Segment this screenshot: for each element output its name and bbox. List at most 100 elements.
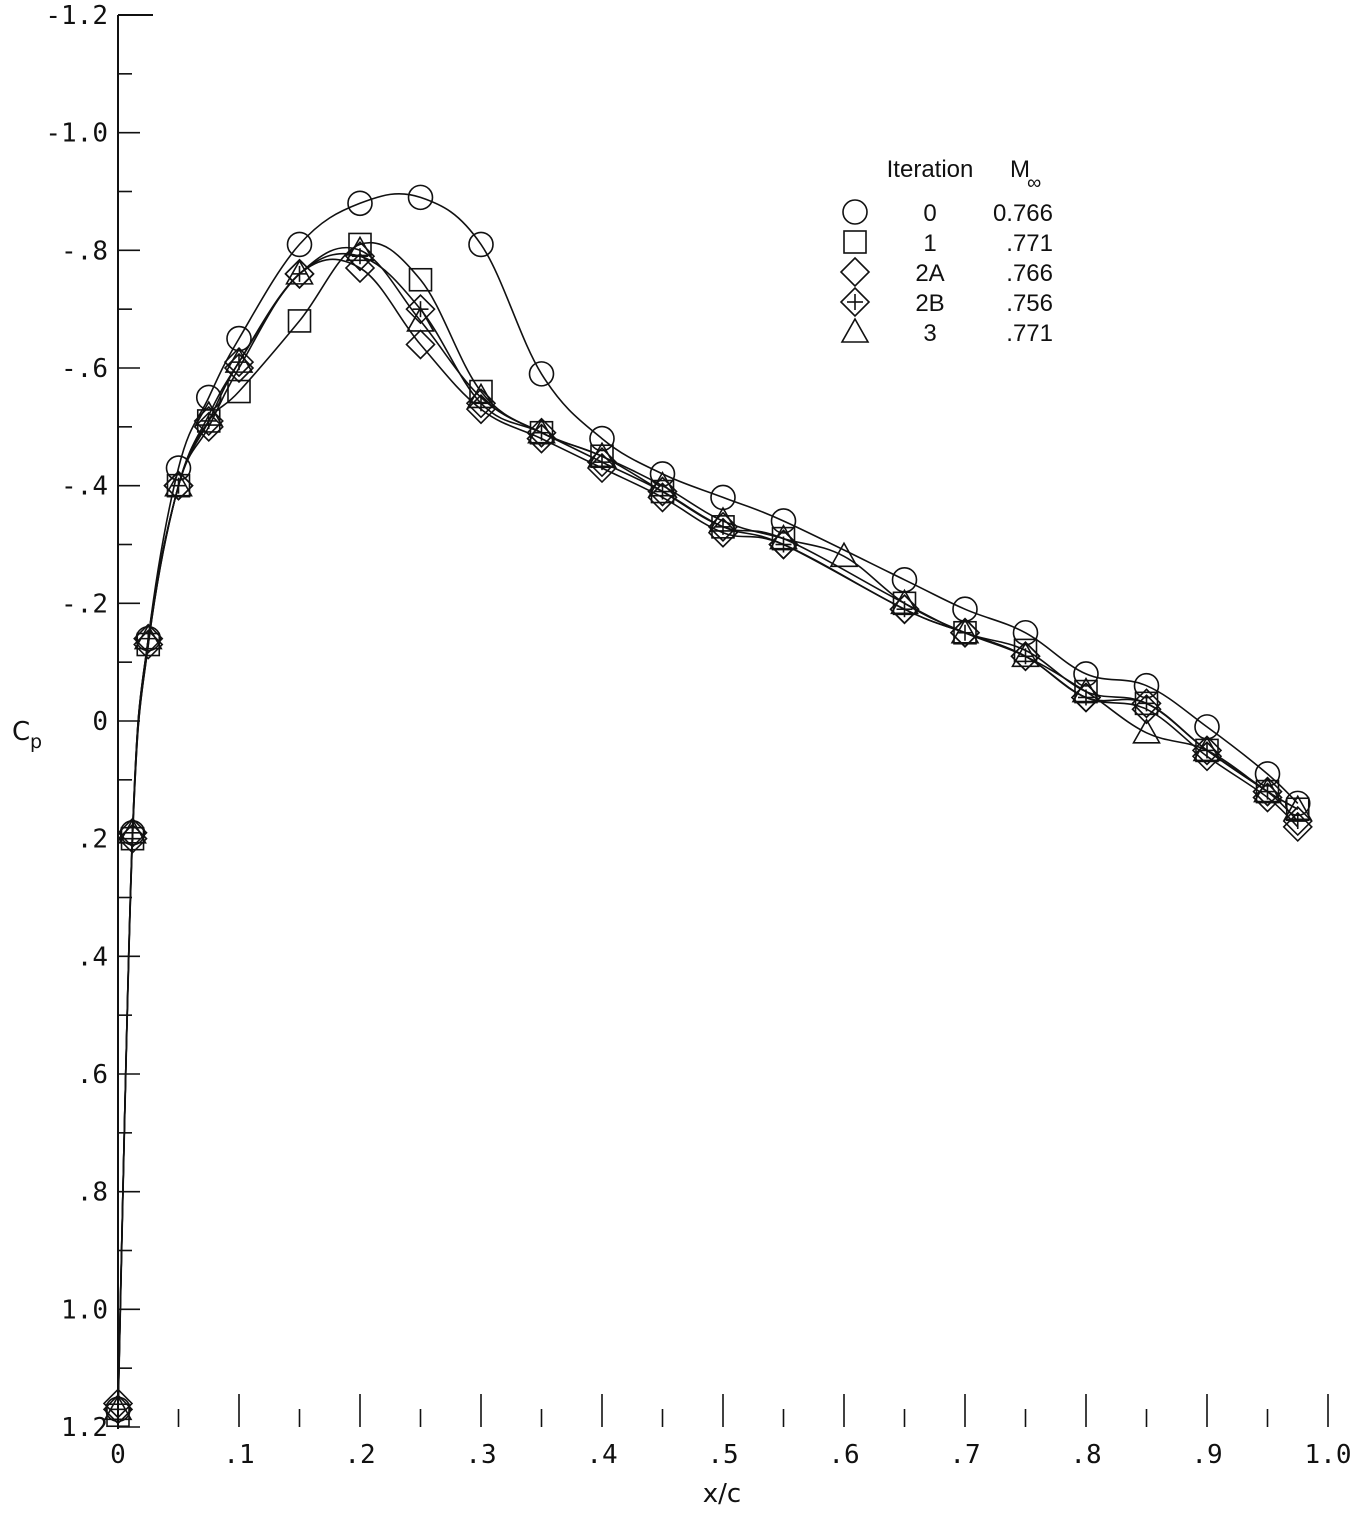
legend-entry-2a: 2A .766 [839,256,1053,288]
y-tick-label: .8 [77,1178,108,1208]
series-line-1 [117,241,1299,1416]
data-point-3 [769,523,798,550]
legend-entry-2b: 2B .756 [839,286,1053,318]
data-point-3 [118,818,147,844]
data-point-2b [889,594,920,625]
legend-iteration-label: 2A [915,260,944,287]
data-point-2b [1191,735,1223,766]
data-point-2b [707,511,739,542]
data-point-3 [194,400,224,426]
y-tick-label: 1.0 [61,1295,108,1325]
y-tick-label: -.8 [61,236,108,266]
data-point-2a [1252,782,1283,813]
data-point-2b [163,470,194,501]
series-line-2b [117,252,1299,1410]
data-point-2b [586,447,618,478]
data-point-3 [466,382,496,409]
legend-marker-0 [842,199,868,225]
y-axis-title: C p [12,717,42,753]
x-tick-label: 1.0 [1305,1440,1352,1470]
y-tick-label: -1.0 [45,119,108,149]
x-tick-label: .6 [828,1440,859,1470]
data-point-2b [405,294,436,325]
data-point-2b [193,405,224,437]
data-point-3 [527,418,556,444]
data-point-0 [1073,661,1099,687]
x-tick-label: .4 [586,1440,617,1470]
legend-mach-label: .771 [1006,320,1053,347]
legend-marker-1 [843,230,867,254]
data-point-2a [707,517,739,548]
data-point-2a [1282,811,1313,843]
legend-entry-0: 0 0.766 [842,199,1053,227]
data-point-2b [647,476,678,507]
series-markers [102,184,1313,1428]
legend-header-mach: M ∞ [1010,156,1041,194]
data-point-2a [647,482,678,513]
legend-marker-2b [839,286,871,318]
data-point-1 [166,473,191,498]
data-point-2a [344,252,376,284]
x-tick-label: .9 [1191,1440,1222,1470]
data-point-2b [1131,688,1162,719]
data-point-2b [102,1394,134,1425]
data-point-2a [465,394,497,425]
series-points-2b [102,241,1313,1425]
legend-iteration-label: 0 [923,200,936,227]
data-point-3 [1283,794,1313,821]
y-tick-label: .2 [77,825,108,855]
series-curves [117,192,1299,1416]
y-tick-label: 1.2 [61,1413,108,1443]
data-point-0 [347,190,373,217]
legend-mach-label: 0.766 [993,200,1053,227]
data-point-2a [1191,741,1223,772]
y-tick-label: .4 [77,942,108,972]
data-point-3 [587,441,617,468]
data-point-2a [193,411,224,442]
tick-labels: -1.2-1.0-.8-.6-.4-.20.2.4.6.81.01.20.1.2… [45,1,1351,1470]
data-point-3 [345,235,375,262]
legend-marker-2a [839,256,871,288]
data-point-3 [1011,641,1040,668]
data-point-3 [708,506,738,532]
data-point-2a [1131,694,1162,725]
data-point-2b [526,417,557,448]
legend-mach-label: .756 [1006,290,1053,317]
tick-marks [117,14,1329,1428]
data-point-2b [223,346,255,378]
data-point-2b [1282,805,1313,837]
x-tick-label: .2 [344,1440,375,1470]
series-points-1 [106,232,1310,1428]
data-point-3 [1192,735,1222,762]
legend-rows: 0 0.766 1 .771 2A .766 2B .756 3 .771 [839,199,1053,347]
legend-header-iteration: Iteration [887,156,974,183]
data-point-1 [227,379,251,404]
data-point-2a [133,629,164,660]
x-tick-label: .1 [223,1440,254,1470]
svg-text:C: C [12,717,30,747]
x-axis-title: x/c [703,1479,741,1509]
y-tick-label: -1.2 [45,1,108,31]
data-point-0 [589,425,615,452]
data-point-1 [529,420,554,445]
data-point-2b [949,617,981,648]
legend-mach-label: .771 [1006,230,1053,257]
x-tick-label: .8 [1070,1440,1101,1470]
data-point-3 [133,624,163,650]
data-point-2b [133,623,164,654]
data-point-2b [1070,682,1102,713]
y-tick-label: 0 [92,707,108,737]
data-point-0 [286,231,313,258]
legend-iteration-label: 1 [923,230,936,257]
data-point-3 [1132,718,1161,744]
data-point-3 [1071,676,1101,703]
data-point-0 [468,231,494,258]
data-point-2a [102,1388,134,1419]
data-point-3 [103,1394,133,1421]
x-tick-label: .7 [949,1440,980,1470]
svg-text:p: p [30,731,42,753]
data-point-1 [1134,691,1159,716]
legend-entry-1: 1 .771 [843,230,1053,257]
data-point-2a [405,329,436,360]
